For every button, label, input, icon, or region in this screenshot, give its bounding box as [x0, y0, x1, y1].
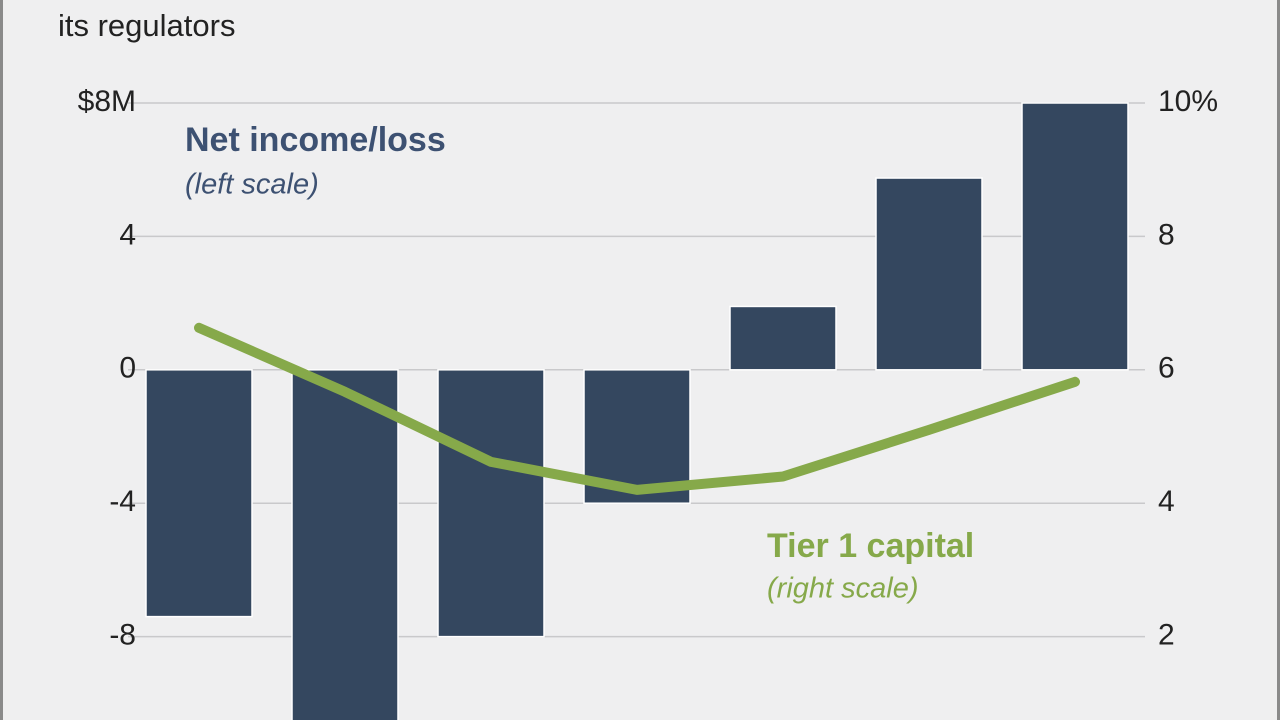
y2-tick-label: 8 — [1158, 218, 1175, 251]
chart-subtitle: its regulators — [58, 8, 235, 43]
bar — [291, 369, 399, 720]
scale-note: (right scale) — [767, 573, 919, 605]
y-tick-label: -4 — [109, 485, 136, 518]
y2-tick-label: 2 — [1158, 619, 1175, 652]
marks — [145, 102, 1129, 720]
bar — [729, 305, 837, 371]
labels: $8M 4 0 -4 -8 10% 8 6 4 2 — [78, 85, 1218, 652]
y-tick-label: 4 — [119, 218, 136, 251]
y-tick-label: $8M — [78, 85, 136, 118]
y2-tick-label: 6 — [1158, 352, 1175, 385]
bar — [437, 369, 545, 638]
bar — [875, 177, 983, 371]
y-tick-label: 0 — [119, 352, 136, 385]
y2-tick-label: 10% — [1158, 85, 1218, 118]
y-tick-label: -8 — [109, 619, 136, 652]
bar — [145, 369, 253, 618]
series-label: Net income/loss — [185, 121, 446, 159]
scale-note: (left scale) — [185, 169, 319, 201]
y2-tick-label: 4 — [1158, 485, 1175, 518]
series-label: Tier 1 capital — [767, 527, 974, 565]
line — [194, 322, 1080, 495]
bar — [1021, 102, 1129, 371]
